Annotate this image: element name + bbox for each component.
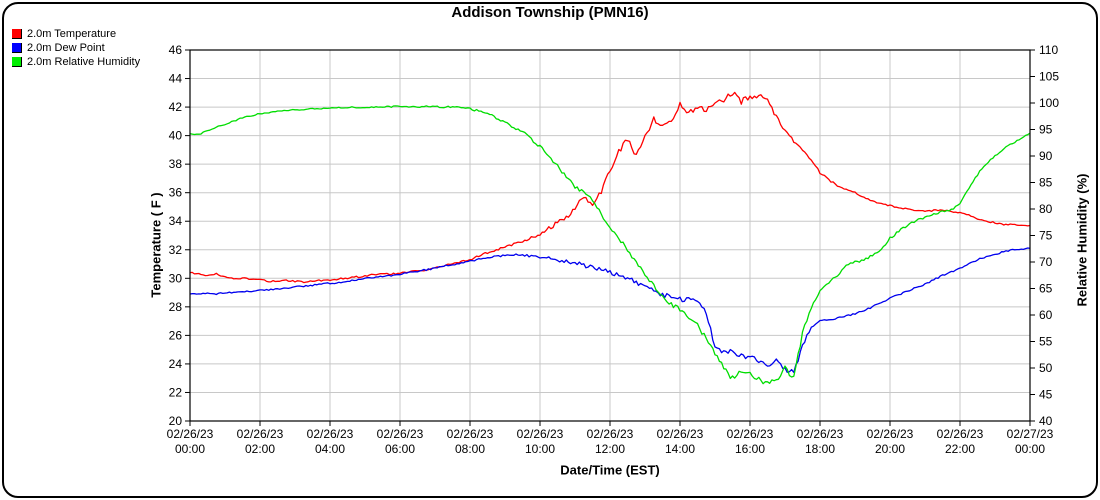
y-right-tick-label: 105 <box>1039 70 1059 84</box>
y-right-tick-label: 100 <box>1039 96 1059 110</box>
y-right-tick-label: 110 <box>1039 43 1058 57</box>
legend-label-temperature: 2.0m Temperature <box>27 28 117 40</box>
y-right-tick-label: 85 <box>1039 176 1053 190</box>
x-tick-date-label: 02/26/23 <box>657 427 704 441</box>
x-tick-date-label: 02/26/23 <box>937 427 984 441</box>
dew-point-swatch-icon <box>12 43 22 53</box>
y-left-tick-label: 38 <box>169 157 183 171</box>
x-tick-time-label: 12:00 <box>595 442 625 456</box>
y-right-tick-label: 60 <box>1039 308 1053 322</box>
y-right-tick-label: 70 <box>1039 255 1053 269</box>
y-left-tick-label: 42 <box>169 100 183 114</box>
x-tick-date-label: 02/27/23 <box>1007 427 1054 441</box>
legend-label-relative-humidity: 2.0m Relative Humidity <box>27 56 141 68</box>
x-tick-time-label: 00:00 <box>175 442 205 456</box>
y-left-tick-label: 22 <box>169 385 183 399</box>
tick-labels: 46 44 42 40 38 36 34 32 30 28 26 24 22 20 110 105 100 95 9… <box>167 43 1060 456</box>
temperature-swatch-icon <box>12 29 22 39</box>
x-tick-time-label: 22:00 <box>945 442 975 456</box>
y-right-tick-label: 80 <box>1039 202 1053 216</box>
y-right-tick-label: 95 <box>1039 123 1053 137</box>
legend: 2.0m Temperature 2.0m Dew Point 2.0m Rel… <box>12 27 140 69</box>
x-tick-date-label: 02/26/23 <box>797 427 844 441</box>
y-left-tick-label: 34 <box>169 214 183 228</box>
x-tick-time-label: 16:00 <box>735 442 765 456</box>
series-line-2 <box>190 105 1030 385</box>
x-tick-date-label: 02/26/23 <box>307 427 354 441</box>
x-tick-date-label: 02/26/23 <box>517 427 564 441</box>
tick-marks <box>185 49 1035 426</box>
x-tick-date-label: 02/26/23 <box>237 427 284 441</box>
y-right-tick-label: 65 <box>1039 282 1053 296</box>
y-left-tick-label: 30 <box>169 271 183 285</box>
curves <box>190 91 1030 385</box>
y-left-tick-label: 26 <box>169 328 183 342</box>
x-tick-time-label: 02:00 <box>245 442 275 456</box>
x-axis-title: Date/Time (EST) <box>560 462 660 478</box>
x-tick-date-label: 02/26/23 <box>167 427 214 441</box>
y-left-tick-label: 20 <box>169 414 183 428</box>
x-tick-time-label: 00:00 <box>1015 442 1045 456</box>
chart-title: Addison Township (PMN16) <box>451 4 649 21</box>
y-right-tick-label: 40 <box>1039 414 1053 428</box>
y-left-tick-label: 24 <box>169 357 183 371</box>
y-right-tick-label: 90 <box>1039 149 1053 163</box>
x-tick-time-label: 08:00 <box>455 442 485 456</box>
legend-item-temperature: 2.0m Temperature <box>12 27 140 41</box>
x-tick-date-label: 02/26/23 <box>727 427 774 441</box>
x-tick-time-label: 20:00 <box>875 442 905 456</box>
series-line-0 <box>190 91 1030 284</box>
y-right-tick-label: 55 <box>1039 335 1053 349</box>
legend-item-relative-humidity: 2.0m Relative Humidity <box>12 55 140 69</box>
y-left-tick-label: 40 <box>169 129 183 143</box>
y-right-tick-label: 50 <box>1039 361 1053 375</box>
y-right-tick-label: 75 <box>1039 229 1053 243</box>
y-left-tick-label: 46 <box>169 43 183 57</box>
relative-humidity-swatch-icon <box>12 57 22 67</box>
legend-item-dew-point: 2.0m Dew Point <box>12 41 140 55</box>
y-left-tick-label: 28 <box>169 300 183 314</box>
x-tick-date-label: 02/26/23 <box>447 427 494 441</box>
x-tick-time-label: 14:00 <box>665 442 695 456</box>
x-tick-time-label: 04:00 <box>315 442 345 456</box>
y-left-tick-label: 44 <box>169 72 183 86</box>
x-tick-date-label: 02/26/23 <box>867 427 914 441</box>
series-line-1 <box>190 247 1030 374</box>
x-tick-time-label: 10:00 <box>525 442 555 456</box>
y-left-tick-label: 36 <box>169 186 183 200</box>
legend-label-dew-point: 2.0m Dew Point <box>27 42 105 54</box>
x-tick-time-label: 06:00 <box>385 442 415 456</box>
x-tick-date-label: 02/26/23 <box>377 427 424 441</box>
y-left-tick-label: 32 <box>169 243 183 257</box>
x-tick-date-label: 02/26/23 <box>587 427 634 441</box>
gridlines <box>190 50 1030 421</box>
y-right-tick-label: 45 <box>1039 388 1053 402</box>
x-tick-time-label: 18:00 <box>805 442 835 456</box>
